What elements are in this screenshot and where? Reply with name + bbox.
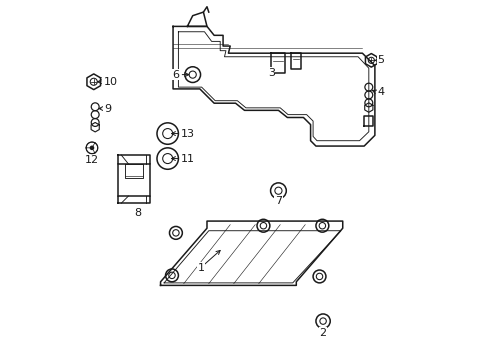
Circle shape	[90, 146, 93, 149]
Text: 2: 2	[319, 328, 326, 338]
Text: 1: 1	[197, 262, 204, 273]
Text: 3: 3	[267, 68, 274, 78]
Text: 10: 10	[103, 77, 118, 87]
Text: 4: 4	[377, 87, 384, 98]
Text: 9: 9	[103, 104, 111, 113]
Text: 5: 5	[377, 55, 384, 65]
Text: 7: 7	[274, 197, 282, 206]
Text: 6: 6	[172, 69, 179, 80]
Text: 12: 12	[85, 156, 99, 165]
Text: 13: 13	[181, 129, 195, 139]
Text: 11: 11	[181, 154, 195, 163]
Text: 8: 8	[134, 208, 141, 218]
